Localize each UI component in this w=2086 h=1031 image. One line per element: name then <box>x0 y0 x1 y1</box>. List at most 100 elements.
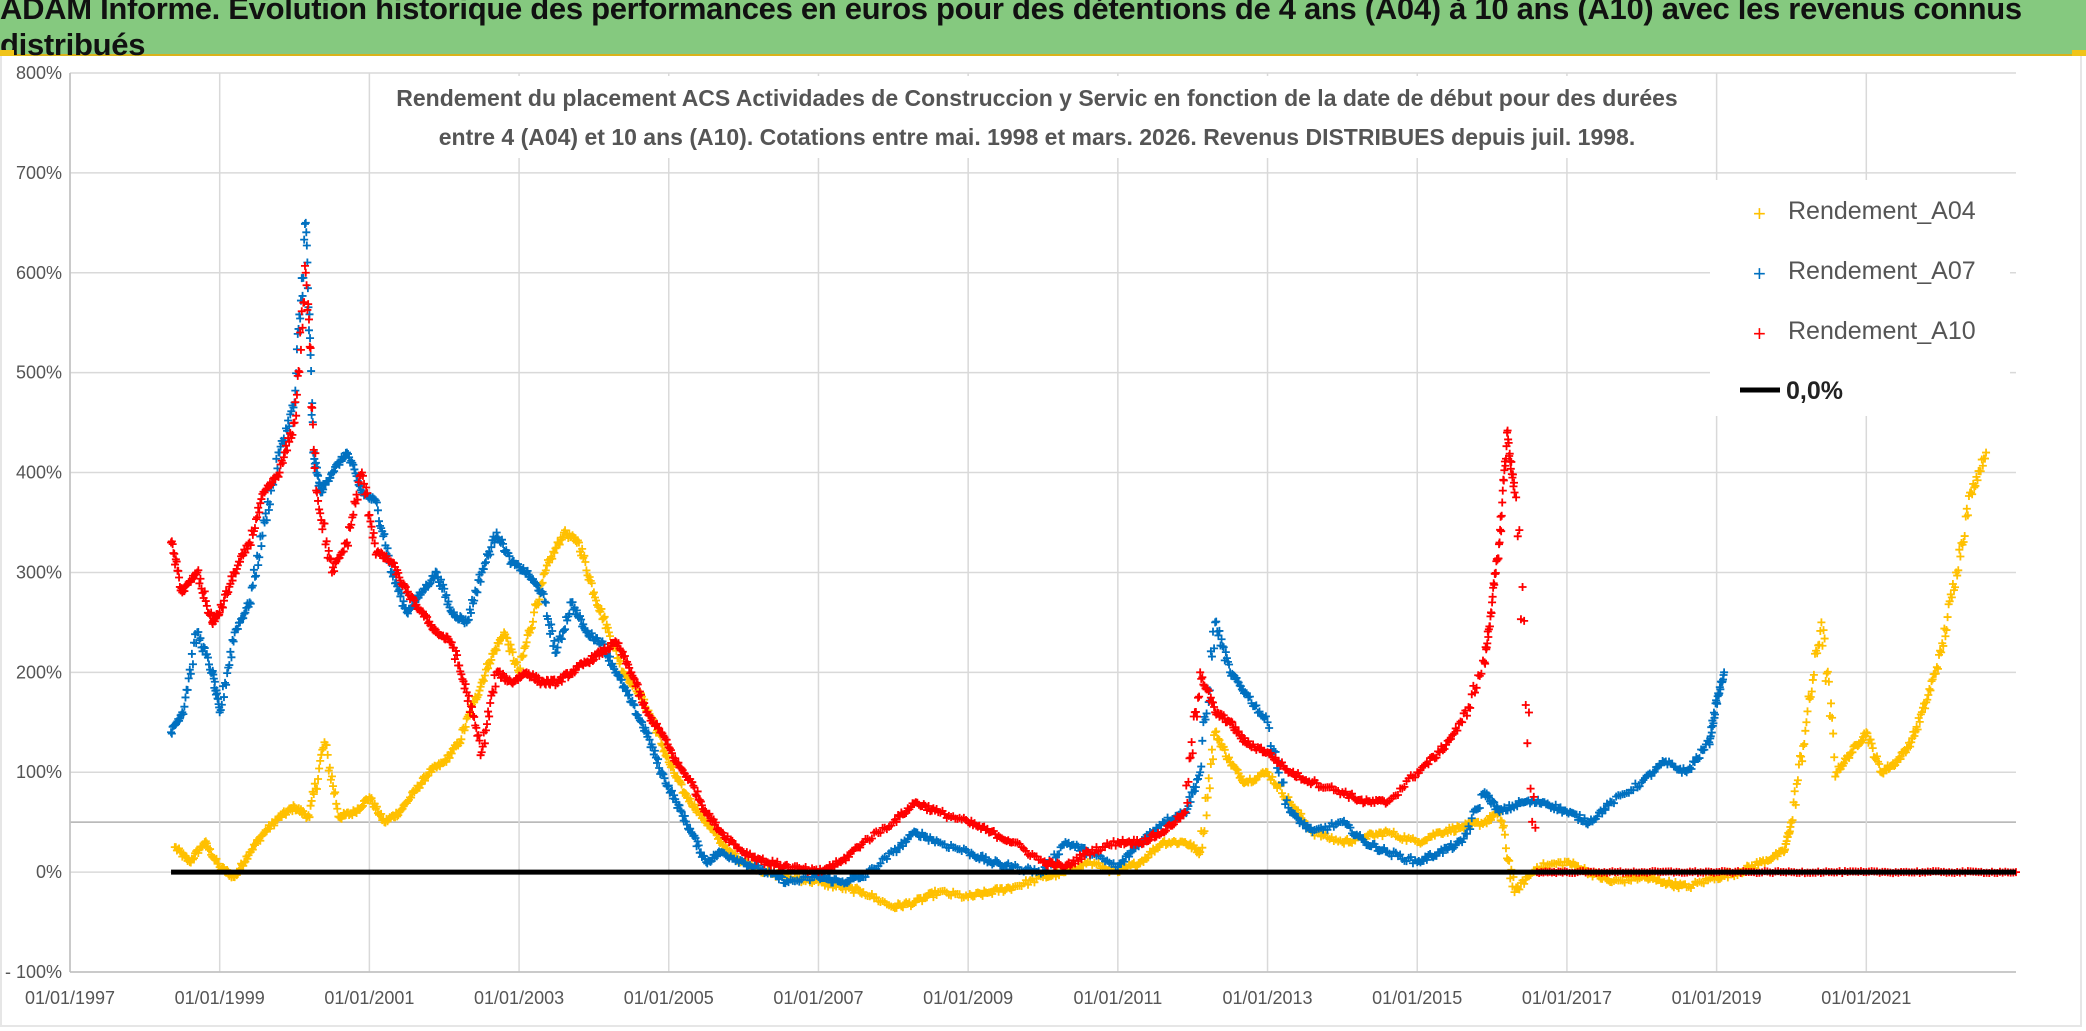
data-point-fill <box>170 549 179 558</box>
data-point-fill <box>494 639 503 648</box>
data-point-fill <box>367 794 376 803</box>
data-point-fill <box>292 411 301 420</box>
data-point-fill <box>289 801 298 810</box>
data-point-fill <box>605 632 614 641</box>
data-point-fill <box>898 903 907 912</box>
data-point-fill <box>358 801 367 810</box>
legend-a04-marker: + <box>1753 201 1766 226</box>
data-point-fill <box>578 544 587 553</box>
x-tick-label: 01/01/1999 <box>175 988 265 1008</box>
data-point-fill <box>250 572 259 581</box>
data-point-fill <box>300 219 309 228</box>
data-point-fill <box>1518 583 1527 592</box>
data-point-fill <box>1956 552 1965 561</box>
data-point-fill <box>1005 884 1014 893</box>
data-point-fill <box>1801 726 1810 735</box>
data-point-fill <box>456 739 465 748</box>
data-point-fill <box>307 367 316 376</box>
data-point-fill <box>1209 755 1218 764</box>
x-tick-label: 01/01/2007 <box>773 988 863 1008</box>
data-point-fill <box>316 509 325 518</box>
data-point-fill <box>314 774 323 783</box>
data-point-fill <box>455 661 464 670</box>
data-point-fill <box>1207 652 1216 661</box>
x-tick-label: 01/01/2001 <box>324 988 414 1008</box>
data-point-fill <box>932 891 941 900</box>
data-point-fill <box>1523 739 1532 748</box>
data-point-fill <box>1496 525 1505 534</box>
data-point-fill <box>1212 727 1221 736</box>
data-point-fill <box>1498 486 1507 495</box>
legend-a10-marker: + <box>1753 321 1766 346</box>
data-point-fill <box>1943 613 1952 622</box>
data-point-fill <box>1512 493 1521 502</box>
data-point-fill <box>331 788 340 797</box>
data-point-fill <box>1277 789 1286 798</box>
data-point-fill <box>681 789 690 798</box>
data-point-fill <box>1498 498 1507 507</box>
data-point-fill <box>1962 504 1971 513</box>
data-point <box>589 588 598 597</box>
data-point-fill <box>1927 677 1936 686</box>
y-tick-label: 600% <box>16 263 62 283</box>
data-point <box>1817 618 1826 627</box>
data-point-fill <box>372 802 381 811</box>
legend-a10-label: Rendement_A10 <box>1788 317 1976 345</box>
y-tick-label: 300% <box>16 562 62 582</box>
data-point-fill <box>1198 736 1207 745</box>
data-point-fill <box>365 510 374 519</box>
data-point-fill <box>518 652 527 661</box>
data-point-fill <box>1521 701 1530 710</box>
data-point-fill <box>1488 592 1497 601</box>
data-point-fill <box>506 640 515 649</box>
data-point-fill <box>573 536 582 545</box>
data-point-fill <box>415 783 424 792</box>
data-point-fill <box>1491 568 1500 577</box>
banner-corner-right <box>2072 50 2086 56</box>
data-point-fill <box>484 707 493 716</box>
data-point-fill <box>1495 540 1504 549</box>
data-point <box>1982 448 1991 457</box>
data-point-fill <box>1499 476 1508 485</box>
data-point-fill <box>580 551 589 560</box>
data-point <box>1802 718 1811 727</box>
data-point-fill <box>1389 827 1398 836</box>
data-point-fill <box>988 889 997 898</box>
legend: + Rendement_A04 + Rendement_A07 + Rendem… <box>1710 180 2010 416</box>
x-tick-label: 01/01/2015 <box>1372 988 1462 1008</box>
data-point-fill <box>474 691 483 700</box>
data-point-fill <box>542 561 551 570</box>
data-point-fill <box>306 351 315 360</box>
data-point-fill <box>1500 830 1509 839</box>
data-point-fill <box>555 540 564 549</box>
data-point-fill <box>256 836 265 845</box>
data-point-fill <box>485 712 494 721</box>
data-point-fill <box>416 780 425 789</box>
data-point-fill <box>677 780 686 789</box>
data-point-fill <box>519 651 528 660</box>
data-point-fill <box>690 800 699 809</box>
data-point-fill <box>585 573 594 582</box>
data-point-fill <box>1499 821 1508 830</box>
data-point-fill <box>486 659 495 668</box>
data-point-fill <box>534 600 543 609</box>
data-point-fill <box>484 664 493 673</box>
data-point-fill <box>303 812 312 821</box>
data-point-fill <box>1194 846 1203 855</box>
data-point-fill <box>1808 675 1817 684</box>
data-point-fill <box>1497 511 1506 520</box>
y-tick-label: 100% <box>16 762 62 782</box>
data-point-fill <box>1212 617 1221 626</box>
data-point-fill <box>306 344 315 353</box>
data-point-fill <box>1269 779 1278 788</box>
data-point-fill <box>548 554 557 563</box>
data-point-fill <box>325 763 334 772</box>
x-tick-label: 01/01/2017 <box>1522 988 1612 1008</box>
data-point-fill <box>1197 762 1206 771</box>
data-point <box>1510 488 1519 497</box>
data-point-fill <box>581 557 590 566</box>
data-point-fill <box>1526 784 1535 793</box>
data-point-fill <box>167 729 176 738</box>
data-point-fill <box>1150 847 1159 856</box>
data-point-fill <box>487 655 496 664</box>
